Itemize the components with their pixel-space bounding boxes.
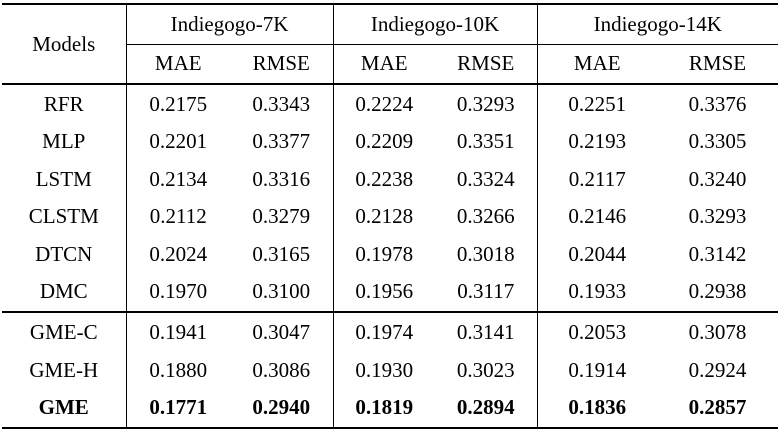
- metric-value-cell: 0.3165: [230, 235, 334, 273]
- table-row: LSTM 0.2134 0.3316 0.2238 0.3324 0.2117 0.324…: [2, 160, 778, 199]
- rmse-header: RMSE: [435, 44, 538, 85]
- metric-value-cell: 0.2209: [355, 129, 414, 154]
- metric-value-cell: 0.3141: [435, 312, 538, 352]
- metric-value-cell: 0.2938: [657, 272, 778, 314]
- table-header: Models Indiegogo-7K Indiegogo-10K Indieg…: [2, 4, 778, 85]
- metric-value-cell: 0.3047: [230, 312, 334, 352]
- metric-value-cell: 0.2924: [688, 357, 747, 382]
- model-name-cell: MLP: [2, 123, 127, 161]
- metric-value-cell: 0.2112: [149, 204, 207, 229]
- metric-value-cell: 0.2024: [149, 241, 208, 266]
- metric-value-cell: 0.3100: [230, 272, 334, 314]
- metric-value-cell: 0.2134: [149, 166, 208, 191]
- metric-value-cell: 0.3086: [230, 351, 334, 389]
- metric-value-cell: 0.2044: [568, 241, 627, 266]
- metric-value-cell: 0.3343: [230, 84, 334, 124]
- metric-value-cell: 0.2857: [688, 395, 747, 420]
- metric-value-cell: 0.3078: [688, 319, 747, 344]
- group-header-indiegogo-7k: Indiegogo-7K: [126, 4, 334, 45]
- metric-value-cell: 0.3351: [435, 123, 538, 161]
- results-tbody: RFR 0.2175 0.3343 0.2224 0.3293 0.2251 0.3376…: [2, 84, 778, 428]
- table-row: CLSTM 0.2112 0.3279 0.2128 0.3266 0.2146 0.32…: [2, 198, 778, 236]
- metric-value-cell: 0.2224: [355, 91, 414, 116]
- metric-value-cell: 0.2146: [568, 204, 627, 229]
- model-name-cell: LSTM: [2, 160, 127, 199]
- mae-header: MAE: [333, 44, 435, 85]
- group-header-row: Models Indiegogo-7K Indiegogo-10K Indieg…: [2, 4, 778, 85]
- metric-value-cell: 0.3142: [688, 241, 747, 266]
- model-name-cell: GME: [2, 388, 127, 428]
- metric-value-cell: 0.3023: [435, 351, 538, 389]
- metric-value-cell: 0.3377: [230, 123, 334, 161]
- mae-header: MAE: [537, 44, 657, 85]
- model-name-cell: RFR: [2, 84, 127, 124]
- metric-value-cell: 0.2238: [355, 166, 414, 191]
- metric-value-cell: 0.2053: [568, 319, 627, 344]
- metric-value-cell: 0.1914: [568, 357, 627, 382]
- models-column-header: Models: [2, 4, 127, 85]
- metric-value-cell: 0.2940: [230, 388, 334, 428]
- metric-value-cell: 0.1970: [126, 272, 230, 314]
- metric-value-cell: 0.2117: [568, 166, 626, 191]
- table-row: GME-H 0.1880 0.3086 0.1930 0.3023 0.1914 0.29…: [2, 351, 778, 389]
- metric-value-cell: 0.1941: [149, 319, 208, 344]
- group-header-indiegogo-14k: Indiegogo-14K: [537, 4, 778, 45]
- table-row: DTCN 0.2024 0.3165 0.1978 0.3018 0.2044 0.314…: [2, 235, 778, 273]
- model-name-cell: CLSTM: [2, 198, 127, 236]
- table-row: MLP 0.2201 0.3377 0.2209 0.3351 0.2193 0.3305: [2, 123, 778, 161]
- metric-value-cell: 0.3305: [688, 129, 747, 154]
- metric-value-cell: 0.1978: [355, 241, 414, 266]
- metric-value-cell: 0.3117: [435, 272, 538, 314]
- metric-value-cell: 0.3293: [688, 204, 747, 229]
- group-header-indiegogo-10k: Indiegogo-10K: [333, 4, 538, 45]
- mae-header: MAE: [126, 44, 230, 85]
- table-row: DMC 0.1970 0.3100 0.1956 0.3117 0.1933 0.2938: [2, 272, 778, 314]
- model-name-cell: GME-H: [2, 351, 127, 389]
- metric-value-cell: 0.3316: [230, 160, 334, 199]
- metric-value-cell: 0.2128: [355, 204, 414, 229]
- metric-value-cell: 0.1836: [568, 395, 627, 420]
- metric-value-cell: 0.2251: [568, 91, 627, 116]
- metric-value-cell: 0.3324: [435, 160, 538, 199]
- table-row: GME-C 0.1941 0.3047 0.1974 0.3141 0.2053 0.30…: [2, 312, 778, 352]
- rmse-header: RMSE: [230, 44, 334, 85]
- metric-header-row: MAE RMSE MAE RMSE MAE RMSE: [2, 44, 778, 85]
- metric-value-cell: 0.3018: [435, 235, 538, 273]
- metric-value-cell: 0.1956: [333, 272, 435, 314]
- table-row: GME 0.1771 0.2940 0.1819 0.2894 0.1836 0.2857: [2, 388, 778, 428]
- metric-value-cell: 0.3293: [435, 84, 538, 124]
- metric-value-cell: 0.3376: [688, 91, 747, 116]
- metric-value-cell: 0.1930: [355, 357, 414, 382]
- model-name-cell: DTCN: [2, 235, 127, 273]
- metric-value-cell: 0.1819: [355, 395, 414, 420]
- metric-value-cell: 0.3279: [230, 198, 334, 236]
- metric-value-cell: 0.1771: [149, 395, 208, 420]
- metric-value-cell: 0.2175: [149, 91, 208, 116]
- metric-value-cell: 0.2193: [568, 129, 627, 154]
- table-row: RFR 0.2175 0.3343 0.2224 0.3293 0.2251 0.3376: [2, 84, 778, 124]
- results-table: Models Indiegogo-7K Indiegogo-10K Indieg…: [2, 3, 778, 429]
- metric-value-cell: 0.2894: [435, 388, 538, 428]
- metric-value-cell: 0.2201: [149, 129, 208, 154]
- metric-value-cell: 0.1933: [537, 272, 657, 314]
- metric-value-cell: 0.1974: [355, 319, 414, 344]
- metric-value-cell: 0.3266: [435, 198, 538, 236]
- metric-value-cell: 0.1880: [149, 357, 208, 382]
- rmse-header: RMSE: [657, 44, 778, 85]
- model-name-cell: DMC: [2, 272, 127, 314]
- model-name-cell: GME-C: [2, 312, 127, 352]
- metric-value-cell: 0.3240: [688, 166, 747, 191]
